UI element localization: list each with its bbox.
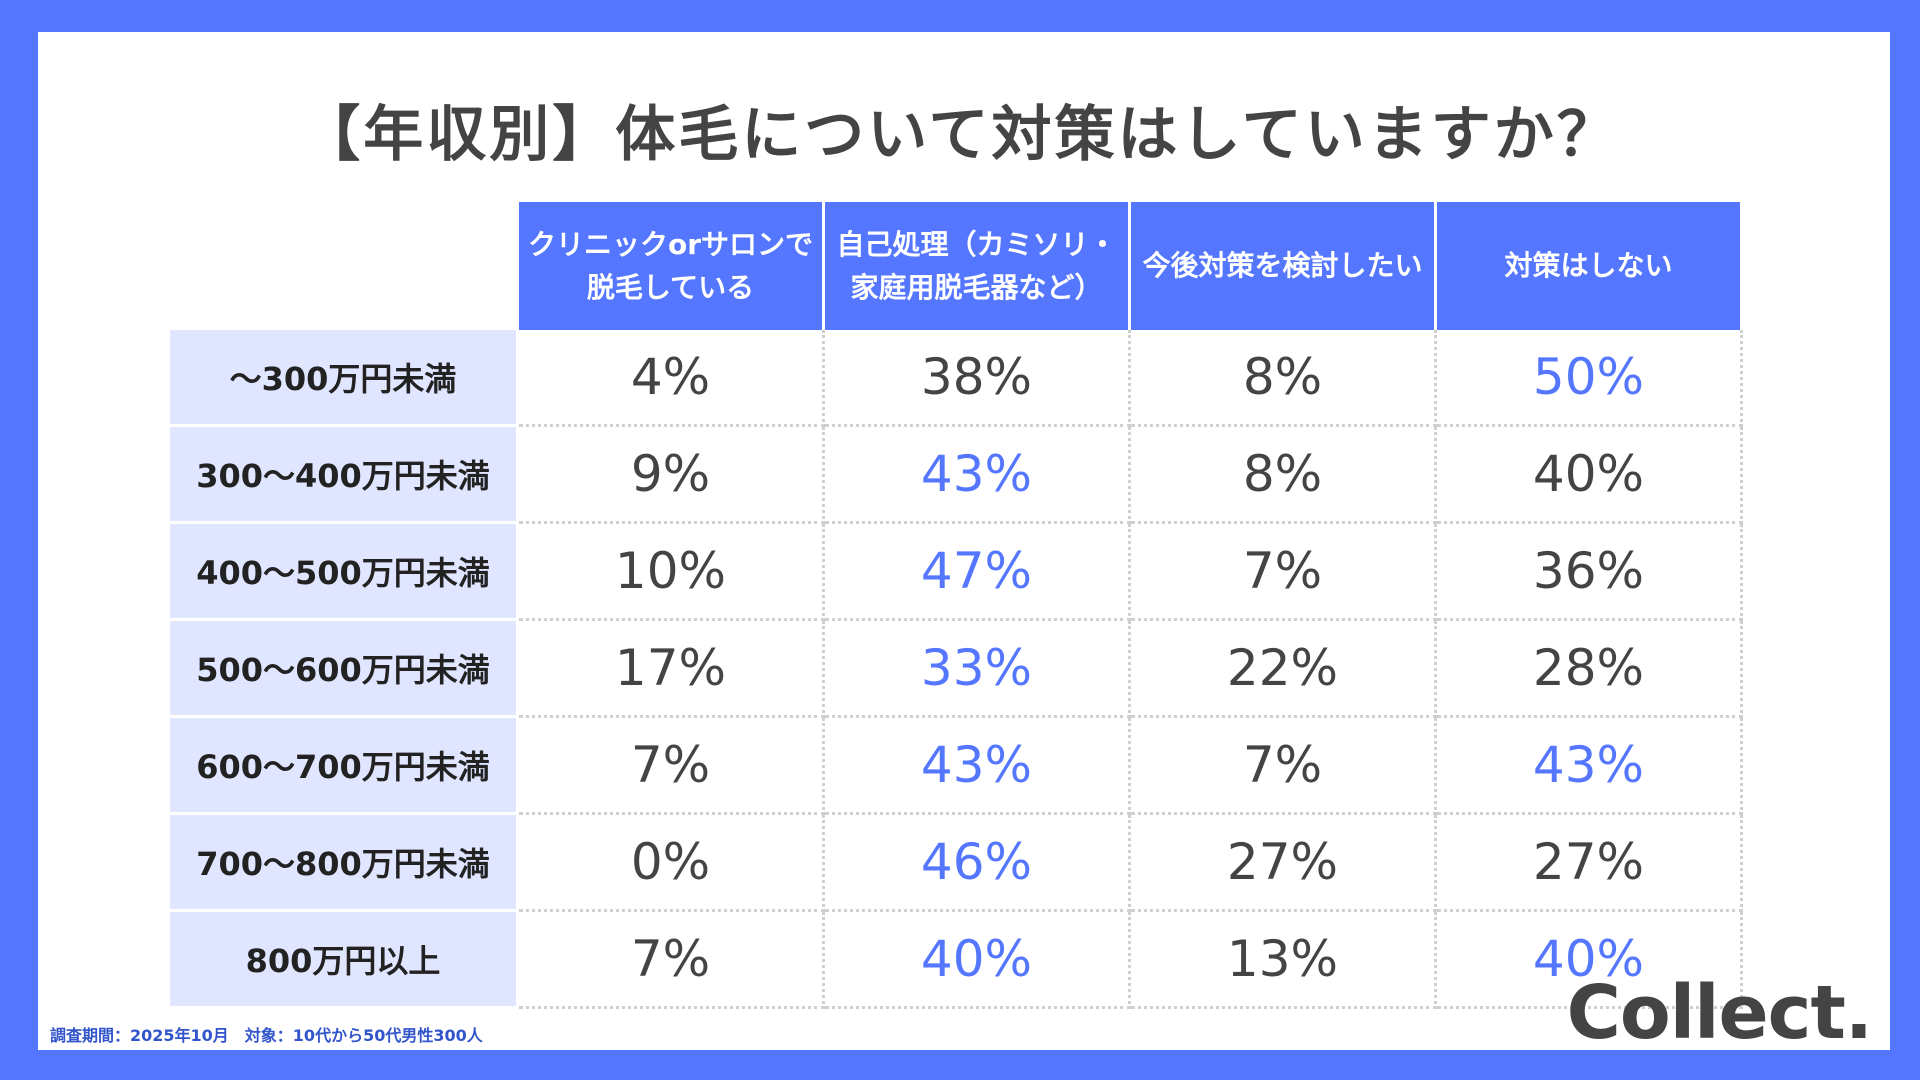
value-cell: 13% (1131, 912, 1437, 1009)
value-cell: 7% (519, 718, 825, 815)
value-cell: 40% (1437, 912, 1743, 1009)
value-cell: 8% (1131, 427, 1437, 524)
table-body: 〜300万円未満 4% 38% 8% 50% 300〜400万円未満 9% 43% 8% 40% 4… (170, 330, 1743, 1009)
row-header: 700〜800万円未満 (170, 815, 519, 912)
table-row: 400〜500万円未満 10% 47% 7% 36% (170, 524, 1743, 621)
value-cell: 36% (1437, 524, 1743, 621)
brand-logo: Collect. (1566, 970, 1873, 1056)
value-cell: 27% (1131, 815, 1437, 912)
results-table: クリニックorサロンで脱毛している 自己処理（カミソリ・家庭用脱毛器など） 今後… (170, 202, 1743, 1009)
value-cell: 7% (1131, 524, 1437, 621)
column-header: 今後対策を検討したい (1131, 202, 1437, 330)
value-cell: 28% (1437, 621, 1743, 718)
value-cell: 7% (1131, 718, 1437, 815)
survey-footnote: 調査期間：2025年10月 対象：10代から50代男性300人 (50, 1026, 483, 1045)
value-cell: 17% (519, 621, 825, 718)
column-header: 対策はしない (1437, 202, 1743, 330)
row-header: 400〜500万円未満 (170, 524, 519, 621)
table-row: 600〜700万円未満 7% 43% 7% 43% (170, 718, 1743, 815)
value-cell: 38% (825, 330, 1131, 427)
table-row: 〜300万円未満 4% 38% 8% 50% (170, 330, 1743, 427)
row-header: 600〜700万円未満 (170, 718, 519, 815)
column-header: 自己処理（カミソリ・家庭用脱毛器など） (825, 202, 1131, 330)
header-row: クリニックorサロンで脱毛している 自己処理（カミソリ・家庭用脱毛器など） 今後… (170, 202, 1743, 330)
table-row: 500〜600万円未満 17% 33% 22% 28% (170, 621, 1743, 718)
value-cell: 4% (519, 330, 825, 427)
row-header: 300〜400万円未満 (170, 427, 519, 524)
value-cell: 47% (825, 524, 1131, 621)
row-header: 800万円以上 (170, 912, 519, 1009)
table-row: 700〜800万円未満 0% 46% 27% 27% (170, 815, 1743, 912)
value-cell: 8% (1131, 330, 1437, 427)
chart-title: 【年収別】体毛について対策はしていますか？ (300, 100, 1620, 170)
table-row: 300〜400万円未満 9% 43% 8% 40% (170, 427, 1743, 524)
value-cell: 33% (825, 621, 1131, 718)
value-cell: 40% (825, 912, 1131, 1009)
value-cell: 27% (1437, 815, 1743, 912)
row-header: 500〜600万円未満 (170, 621, 519, 718)
value-cell: 40% (1437, 427, 1743, 524)
value-cell: 7% (519, 912, 825, 1009)
value-cell: 46% (825, 815, 1131, 912)
value-cell: 22% (1131, 621, 1437, 718)
value-cell: 43% (825, 427, 1131, 524)
value-cell: 10% (519, 524, 825, 621)
value-cell: 0% (519, 815, 825, 912)
results-table-wrap: クリニックorサロンで脱毛している 自己処理（カミソリ・家庭用脱毛器など） 今後… (170, 202, 1743, 1009)
value-cell: 43% (1437, 718, 1743, 815)
corner-cell (170, 202, 519, 330)
value-cell: 9% (519, 427, 825, 524)
column-header: クリニックorサロンで脱毛している (519, 202, 825, 330)
value-cell: 50% (1437, 330, 1743, 427)
value-cell: 43% (825, 718, 1131, 815)
table-row: 800万円以上 7% 40% 13% 40% (170, 912, 1743, 1009)
row-header: 〜300万円未満 (170, 330, 519, 427)
